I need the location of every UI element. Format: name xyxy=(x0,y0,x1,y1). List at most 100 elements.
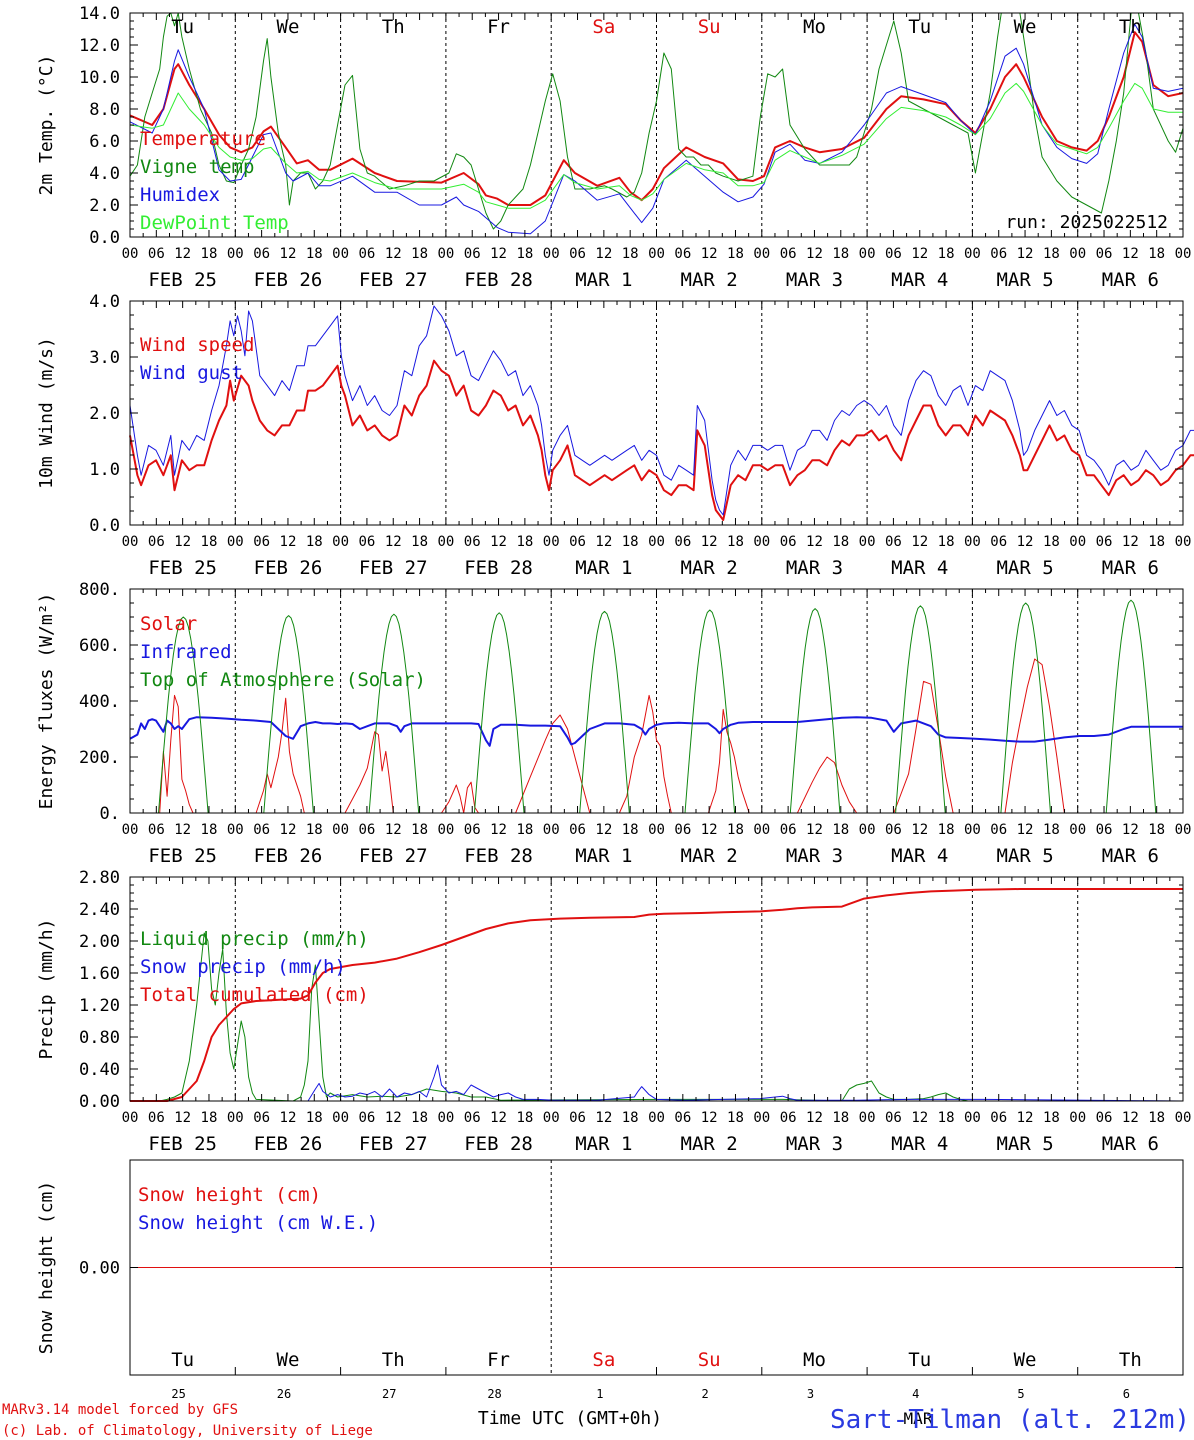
legend-entry: Total cumulated (cm) xyxy=(140,984,369,1006)
hour-label: 06 xyxy=(148,1110,165,1126)
hour-label: 00 xyxy=(859,246,876,262)
hour-label: 18 xyxy=(1043,534,1060,550)
day-number-label: 1 xyxy=(596,1387,603,1401)
hour-label: 06 xyxy=(674,246,691,262)
hour-label: 06 xyxy=(990,534,1007,550)
hour-label: 06 xyxy=(990,822,1007,838)
weekday-label: Tu xyxy=(171,16,194,38)
hour-label: 18 xyxy=(622,1110,639,1126)
series-line-snow-precip-mm-h xyxy=(130,1064,1184,1102)
day-number-label: 3 xyxy=(807,1387,814,1401)
y-tick-label: 3.0 xyxy=(89,348,120,368)
hour-label: 06 xyxy=(674,1110,691,1126)
legend-entry: Humidex xyxy=(140,184,220,206)
hour-label: 18 xyxy=(1043,822,1060,838)
hour-label: 00 xyxy=(964,246,981,262)
y-tick-label: 400. xyxy=(79,692,120,712)
weekday-label: Tu xyxy=(171,1349,194,1371)
hour-label: 12 xyxy=(595,1110,612,1126)
day-number-label: 6 xyxy=(1123,1387,1130,1401)
hour-label: 12 xyxy=(911,246,928,262)
hour-label: 06 xyxy=(358,246,375,262)
hour-label: 06 xyxy=(990,1110,1007,1126)
date-label: MAR 3 xyxy=(786,1133,843,1155)
date-label: FEB 28 xyxy=(464,557,533,579)
date-label: MAR 6 xyxy=(1102,557,1159,579)
hour-label: 00 xyxy=(1069,1110,1086,1126)
grid-layer xyxy=(234,13,1079,1375)
series-line-wind-gust xyxy=(129,305,1194,516)
date-label: FEB 25 xyxy=(148,845,217,867)
date-label: MAR 4 xyxy=(891,1133,948,1155)
model-credit: MARv3.14 model forced by GFS xyxy=(2,1402,238,1418)
date-label: MAR 6 xyxy=(1102,269,1159,291)
y-tick-label: 800. xyxy=(79,580,120,600)
hour-label: 00 xyxy=(1175,246,1192,262)
date-label: FEB 26 xyxy=(254,1133,323,1155)
date-label: FEB 27 xyxy=(359,1133,428,1155)
hour-label: 06 xyxy=(358,1110,375,1126)
weekday-label: Th xyxy=(382,16,405,38)
hour-label: 06 xyxy=(885,822,902,838)
date-label: FEB 26 xyxy=(254,557,323,579)
hour-label: 12 xyxy=(701,534,718,550)
hour-label: 12 xyxy=(1122,1110,1139,1126)
hour-label: 18 xyxy=(727,246,744,262)
month-label: MAR xyxy=(904,1409,933,1428)
y-tick-label: 12.0 xyxy=(79,36,120,56)
y-axis-label: Precip (mm/h) xyxy=(36,919,57,1060)
hour-label: 06 xyxy=(464,822,481,838)
hour-label: 00 xyxy=(437,246,454,262)
series-line-total-cumulated-cm xyxy=(130,888,1183,1102)
panel-frame xyxy=(129,300,1184,526)
legend-entry: DewPoint Temp xyxy=(140,212,289,234)
hour-label: 00 xyxy=(437,534,454,550)
hour-label: 18 xyxy=(306,246,323,262)
hour-label: 00 xyxy=(753,1110,770,1126)
hour-label: 06 xyxy=(885,1110,902,1126)
hour-label: 00 xyxy=(859,822,876,838)
date-label: FEB 26 xyxy=(254,269,323,291)
hour-label: 12 xyxy=(174,1110,191,1126)
hour-label: 00 xyxy=(753,534,770,550)
hour-label: 18 xyxy=(938,1110,955,1126)
legend-entry: Wind speed xyxy=(140,334,254,356)
day-number-label: 26 xyxy=(277,1387,291,1401)
hour-label: 18 xyxy=(1148,246,1165,262)
hour-label: 06 xyxy=(464,246,481,262)
hour-label: 18 xyxy=(516,534,533,550)
hour-label: 00 xyxy=(648,246,665,262)
hour-label: 18 xyxy=(832,822,849,838)
hour-label: 00 xyxy=(753,246,770,262)
date-label: MAR 2 xyxy=(681,557,738,579)
weekday-label: Tu xyxy=(908,16,931,38)
hour-label: 12 xyxy=(174,534,191,550)
date-label: FEB 26 xyxy=(254,845,323,867)
series-line-liquid-precip-mm-h xyxy=(130,932,1183,1102)
hour-label: 12 xyxy=(911,534,928,550)
hour-label: 12 xyxy=(1122,246,1139,262)
hour-label: 18 xyxy=(622,822,639,838)
hour-label: 18 xyxy=(1148,534,1165,550)
hour-label: 12 xyxy=(490,822,507,838)
hour-label: 00 xyxy=(543,246,560,262)
hour-label: 06 xyxy=(674,822,691,838)
hour-label: 00 xyxy=(227,1110,244,1126)
date-label: FEB 25 xyxy=(148,1133,217,1155)
day-number-label: 28 xyxy=(487,1387,501,1401)
weekday-label: We xyxy=(1014,1349,1037,1371)
hour-label: 18 xyxy=(938,246,955,262)
weekday-label: Sa xyxy=(592,1349,615,1371)
hour-label: 06 xyxy=(885,246,902,262)
hour-label: 06 xyxy=(569,246,586,262)
hour-label: 12 xyxy=(806,534,823,550)
legend-entry: Infrared xyxy=(140,641,232,663)
hour-label: 12 xyxy=(806,246,823,262)
hour-label: 06 xyxy=(1096,1110,1113,1126)
hour-label: 00 xyxy=(964,534,981,550)
hour-label: 00 xyxy=(964,1110,981,1126)
weekday-label: Tu xyxy=(908,1349,931,1371)
hour-label: 00 xyxy=(332,822,349,838)
y-tick-label: 1.60 xyxy=(79,964,120,984)
weekday-label: Mo xyxy=(803,16,826,38)
